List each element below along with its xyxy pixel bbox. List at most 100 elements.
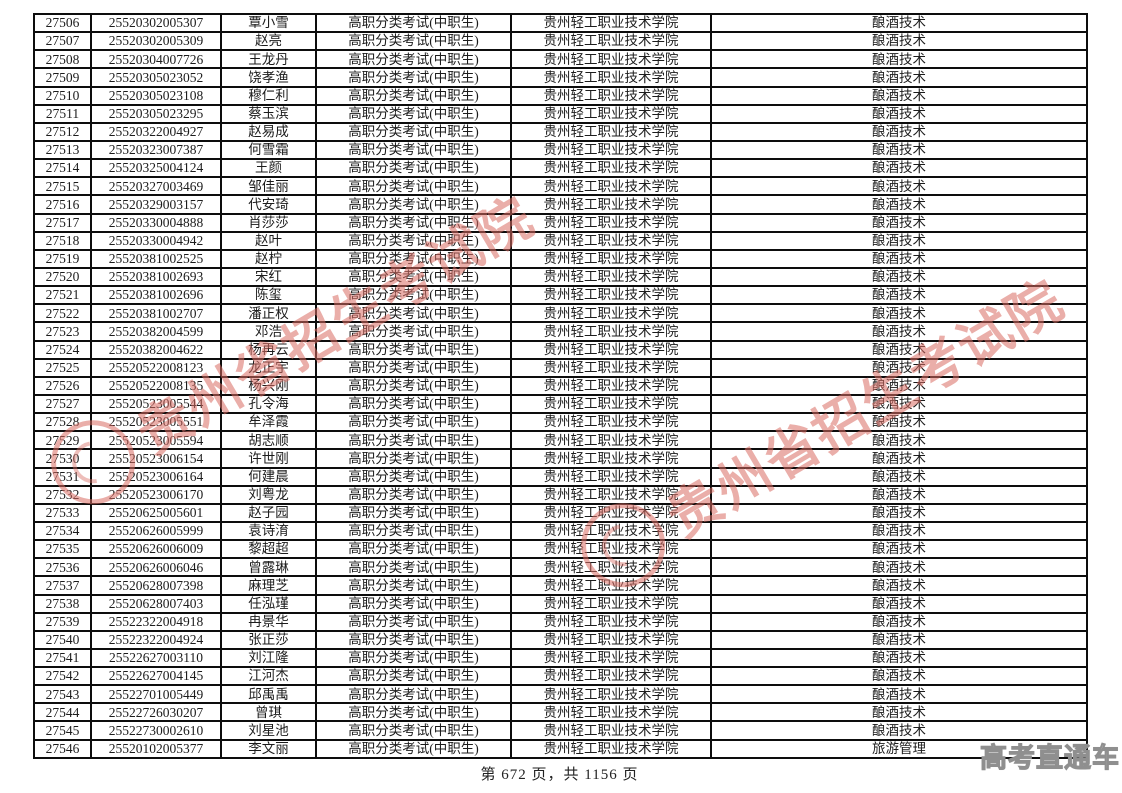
cell-major: 酿酒技术 xyxy=(710,702,1088,723)
cell-candidate-number: 25520628007398 xyxy=(90,575,222,596)
cell-candidate-name: 龙正宇 xyxy=(220,357,317,378)
cell-major: 酿酒技术 xyxy=(710,611,1088,632)
cell-exam-type: 高职分类考试(中职生) xyxy=(315,285,512,306)
cell-major: 酿酒技术 xyxy=(710,357,1088,378)
cell-candidate-name: 邹佳丽 xyxy=(220,176,317,197)
cell-college: 贵州轻工职业技术学院 xyxy=(510,412,712,433)
cell-row-number: 27509 xyxy=(33,67,92,88)
cell-candidate-name: 代安琦 xyxy=(220,194,317,215)
cell-row-number: 27508 xyxy=(33,49,92,70)
table-row: 27520 25520381002693 宋红 高职分类考试(中职生) 贵州轻工职业技术… xyxy=(33,266,1088,288)
cell-college: 贵州轻工职业技术学院 xyxy=(510,12,712,34)
table-row: 27542 25522627004145 江河杰 高职分类考试(中职生) 贵州轻工职业技… xyxy=(33,666,1088,687)
cell-candidate-name: 肖莎莎 xyxy=(220,212,317,233)
cell-candidate-name: 何雪霜 xyxy=(220,139,317,161)
cell-row-number: 27527 xyxy=(33,393,92,415)
cell-major: 酿酒技术 xyxy=(710,339,1088,360)
cell-candidate-name: 蔡玉滨 xyxy=(220,103,317,124)
table-row: 27506 25520302005307 覃小雪 高职分类考试(中职生) 贵州轻工职业技… xyxy=(33,12,1088,34)
table-row: 27535 25520626006009 黎超超 高职分类考试(中职生) 贵州轻工职业技… xyxy=(33,539,1088,560)
cell-exam-type: 高职分类考试(中职生) xyxy=(315,303,512,324)
cell-major: 酿酒技术 xyxy=(710,484,1088,505)
cell-candidate-number: 25520329003157 xyxy=(90,194,222,215)
table-row: 27515 25520327003469 邹佳丽 高职分类考试(中职生) 贵州轻工职业技… xyxy=(33,176,1088,197)
table-row: 27511 25520305023295 蔡玉滨 高职分类考试(中职生) 贵州轻工职业技… xyxy=(33,103,1088,124)
cell-exam-type: 高职分类考试(中职生) xyxy=(315,176,512,197)
cell-candidate-number: 25520327003469 xyxy=(90,176,222,197)
cell-college: 贵州轻工职业技术学院 xyxy=(510,85,712,106)
cell-exam-type: 高职分类考试(中职生) xyxy=(315,484,512,505)
cell-major: 酿酒技术 xyxy=(710,666,1088,687)
cell-row-number: 27516 xyxy=(33,194,92,215)
cell-major: 酿酒技术 xyxy=(710,448,1088,469)
cell-exam-type: 高职分类考试(中职生) xyxy=(315,103,512,124)
cell-major: 酿酒技术 xyxy=(710,557,1088,578)
cell-college: 贵州轻工职业技术学院 xyxy=(510,67,712,88)
cell-candidate-name: 何建晨 xyxy=(220,466,317,487)
cell-candidate-name: 杨兴刚 xyxy=(220,375,317,396)
cell-candidate-number: 25522322004924 xyxy=(90,629,222,650)
cell-major: 酿酒技术 xyxy=(710,121,1088,142)
cell-candidate-name: 陈玺 xyxy=(220,285,317,306)
cell-exam-type: 高职分类考试(中职生) xyxy=(315,266,512,288)
cell-exam-type: 高职分类考试(中职生) xyxy=(315,666,512,687)
cell-candidate-number: 25520381002707 xyxy=(90,303,222,324)
cell-candidate-name: 刘江隆 xyxy=(220,647,317,669)
cell-row-number: 27514 xyxy=(33,158,92,179)
cell-exam-type: 高职分类考试(中职生) xyxy=(315,593,512,614)
cell-row-number: 27522 xyxy=(33,303,92,324)
cell-candidate-name: 李文丽 xyxy=(220,738,317,760)
cell-major: 酿酒技术 xyxy=(710,520,1088,542)
cell-candidate-name: 牟泽霞 xyxy=(220,412,317,433)
cell-college: 贵州轻工职业技术学院 xyxy=(510,103,712,124)
cell-college: 贵州轻工职业技术学院 xyxy=(510,430,712,451)
table-row: 27534 25520626005999 袁诗淯 高职分类考试(中职生) 贵州轻工职业技… xyxy=(33,520,1088,542)
cell-row-number: 27520 xyxy=(33,266,92,288)
cell-exam-type: 高职分类考试(中职生) xyxy=(315,230,512,251)
cell-row-number: 27540 xyxy=(33,629,92,650)
cell-major: 酿酒技术 xyxy=(710,575,1088,596)
cell-major: 酿酒技术 xyxy=(710,720,1088,741)
cell-candidate-name: 赵易成 xyxy=(220,121,317,142)
cell-row-number: 27517 xyxy=(33,212,92,233)
cell-candidate-number: 25520381002696 xyxy=(90,285,222,306)
cell-candidate-name: 麻理芝 xyxy=(220,575,317,596)
cell-major: 酿酒技术 xyxy=(710,647,1088,669)
table-row: 27540 25522322004924 张正莎 高职分类考试(中职生) 贵州轻工职业技… xyxy=(33,629,1088,650)
cell-college: 贵州轻工职业技术学院 xyxy=(510,230,712,251)
cell-major: 酿酒技术 xyxy=(710,230,1088,251)
cell-college: 贵州轻工职业技术学院 xyxy=(510,575,712,596)
cell-candidate-name: 赵叶 xyxy=(220,230,317,251)
cell-row-number: 27524 xyxy=(33,339,92,360)
cell-row-number: 27521 xyxy=(33,285,92,306)
cell-candidate-number: 25520382004599 xyxy=(90,321,222,342)
cell-row-number: 27511 xyxy=(33,103,92,124)
cell-major: 酿酒技术 xyxy=(710,412,1088,433)
cell-exam-type: 高职分类考试(中职生) xyxy=(315,647,512,669)
cell-candidate-name: 穆仁利 xyxy=(220,85,317,106)
cell-row-number: 27542 xyxy=(33,666,92,687)
cell-candidate-number: 25520522008123 xyxy=(90,357,222,378)
cell-candidate-number: 25520523005544 xyxy=(90,393,222,415)
cell-candidate-number: 25520305023295 xyxy=(90,103,222,124)
cell-exam-type: 高职分类考试(中职生) xyxy=(315,738,512,760)
cell-candidate-number: 25520102005377 xyxy=(90,738,222,760)
table-row: 27521 25520381002696 陈玺 高职分类考试(中职生) 贵州轻工职业技术… xyxy=(33,285,1088,306)
table-row: 27532 25520523006170 刘粤龙 高职分类考试(中职生) 贵州轻工职业技… xyxy=(33,484,1088,505)
cell-row-number: 27526 xyxy=(33,375,92,396)
cell-candidate-name: 刘星池 xyxy=(220,720,317,741)
cell-exam-type: 高职分类考试(中职生) xyxy=(315,629,512,650)
cell-major: 酿酒技术 xyxy=(710,593,1088,614)
cell-college: 贵州轻工职业技术学院 xyxy=(510,285,712,306)
cell-major: 酿酒技术 xyxy=(710,248,1088,269)
cell-candidate-number: 25520626006046 xyxy=(90,557,222,578)
cell-candidate-number: 25520625005601 xyxy=(90,502,222,523)
table-row: 27523 25520382004599 邓浩 高职分类考试(中职生) 贵州轻工职业技术… xyxy=(33,321,1088,342)
cell-major: 酿酒技术 xyxy=(710,158,1088,179)
cell-college: 贵州轻工职业技术学院 xyxy=(510,49,712,70)
cell-candidate-name: 王龙丹 xyxy=(220,49,317,70)
cell-exam-type: 高职分类考试(中职生) xyxy=(315,121,512,142)
cell-candidate-number: 25520523005594 xyxy=(90,430,222,451)
cell-candidate-name: 黎超超 xyxy=(220,539,317,560)
cell-candidate-number: 25522322004918 xyxy=(90,611,222,632)
